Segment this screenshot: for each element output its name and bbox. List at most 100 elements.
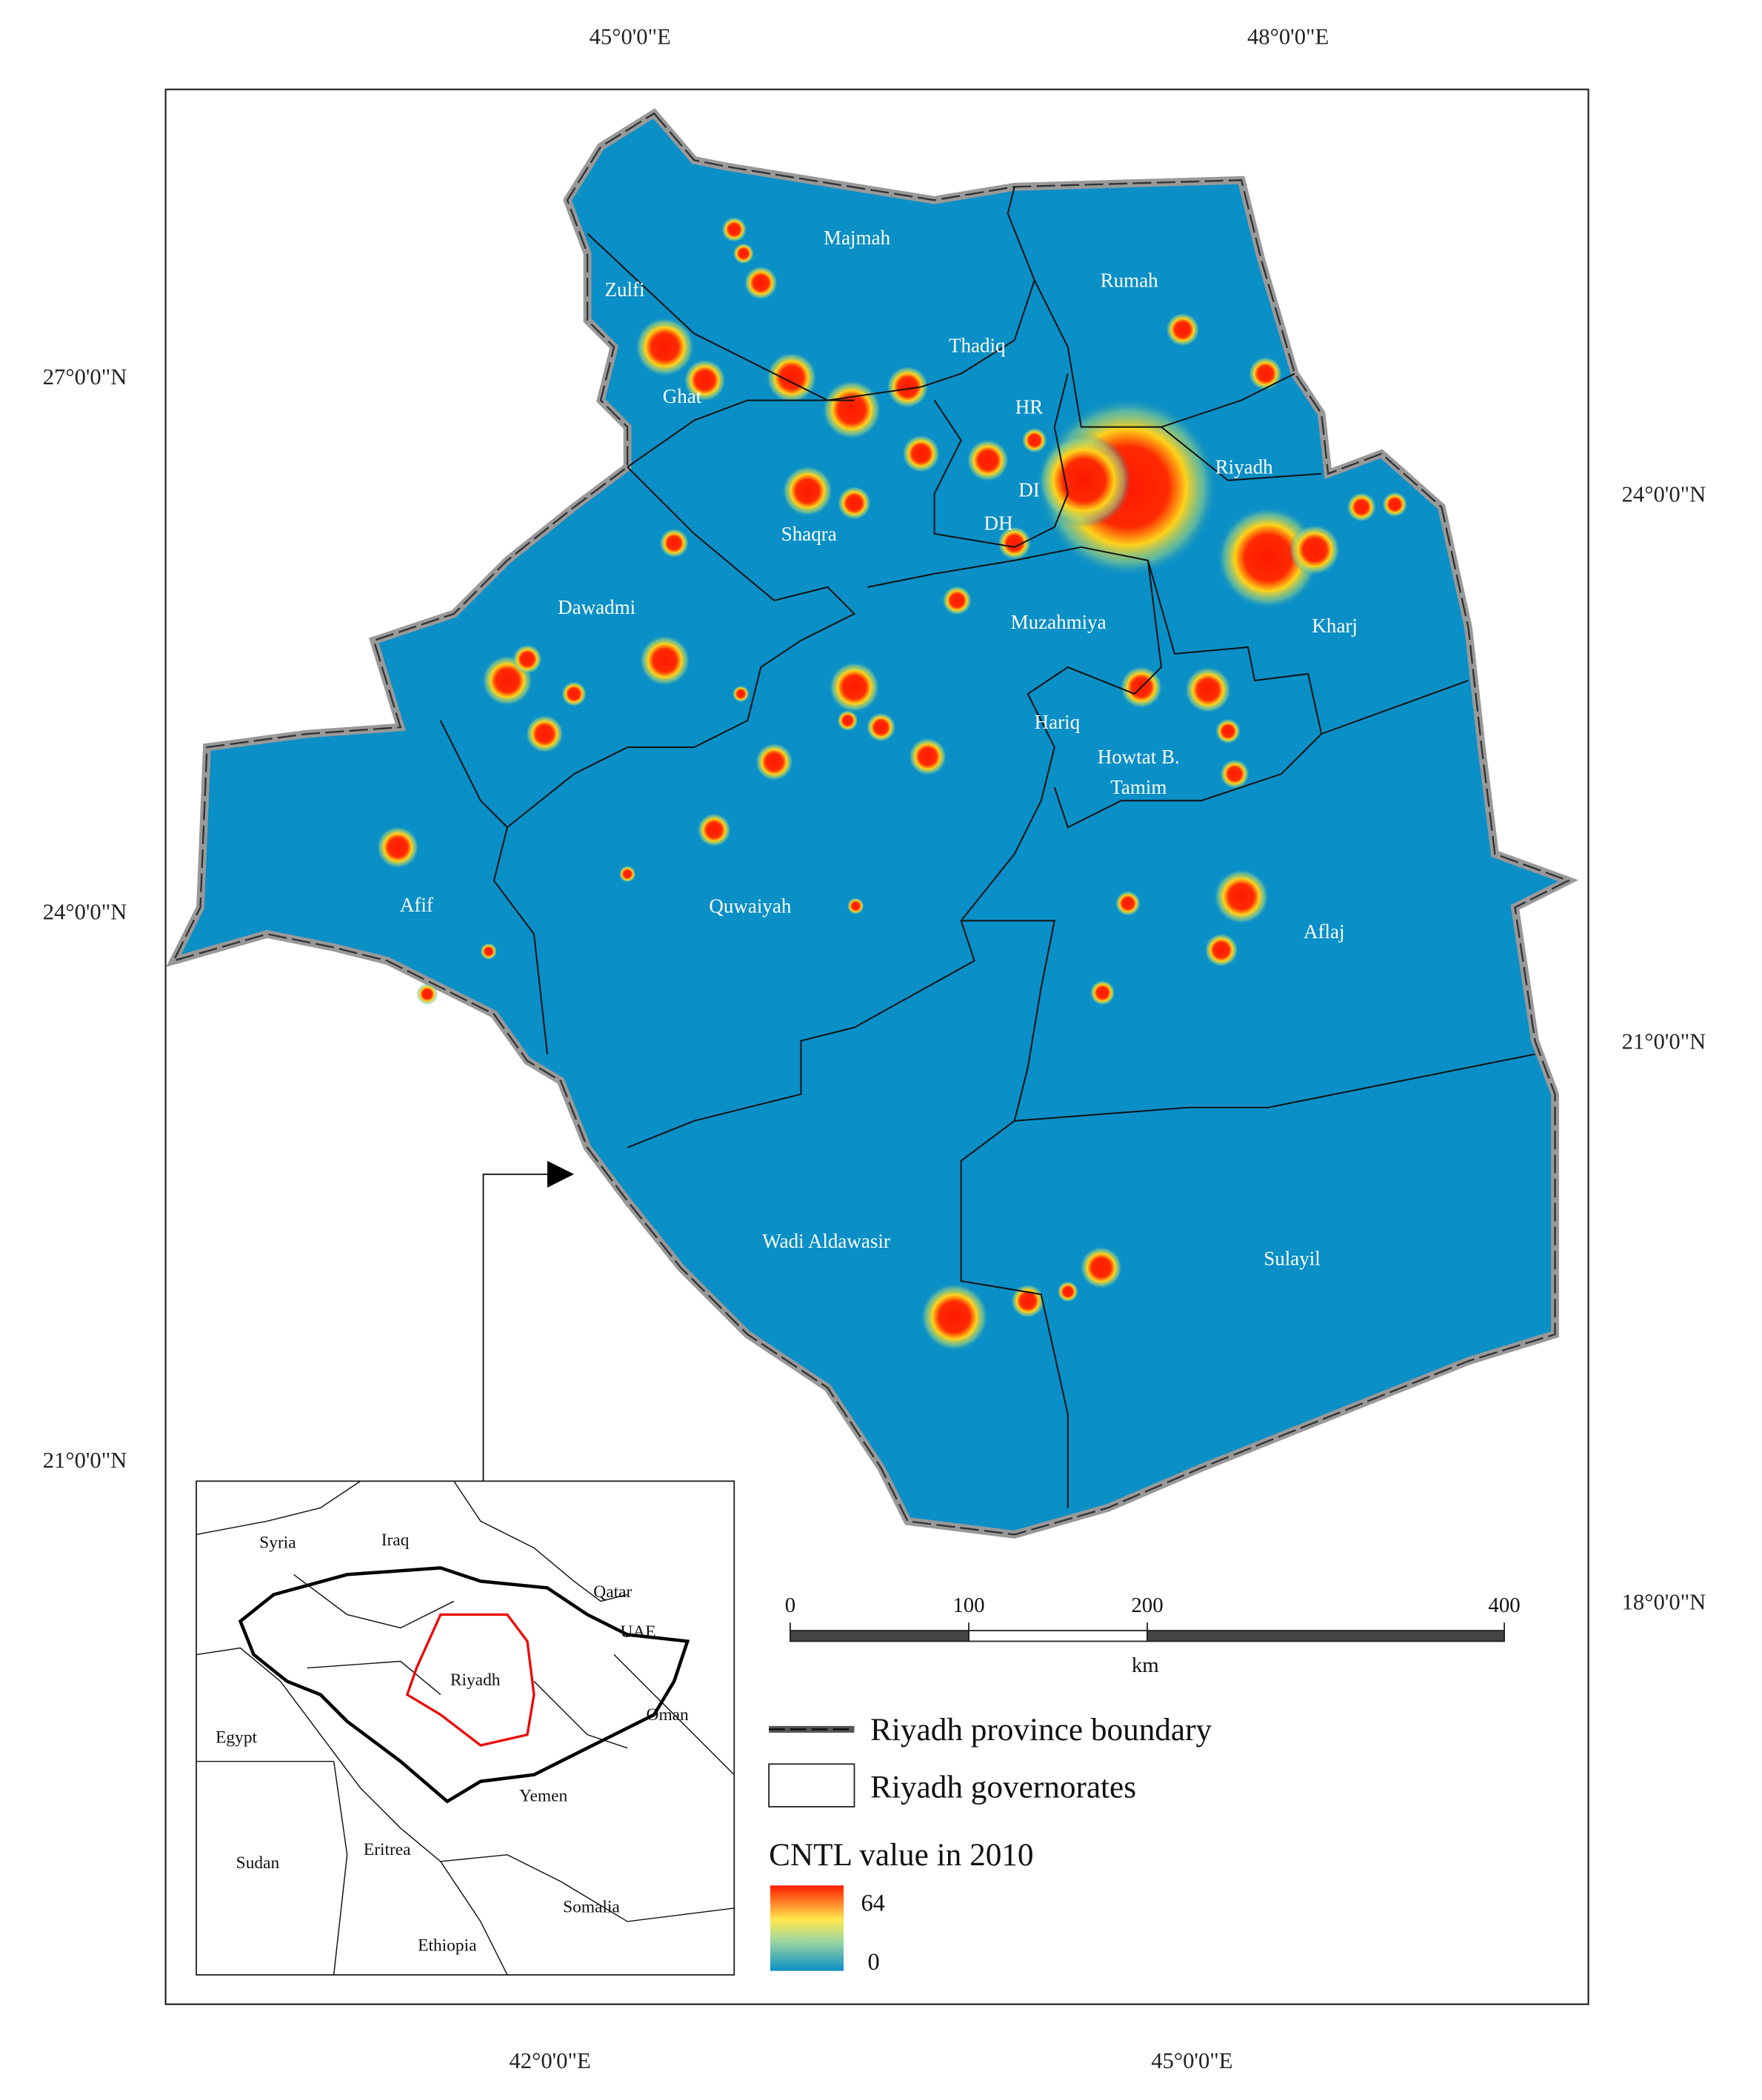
light-spot — [697, 812, 732, 847]
light-spot — [866, 712, 896, 743]
light-spot — [1204, 932, 1239, 968]
scale-tick-label: 400 — [1488, 1594, 1520, 1617]
light-spot — [901, 434, 941, 473]
governorate-label: DI — [1018, 478, 1040, 501]
inset-borders — [196, 1480, 735, 1976]
coordinate-label: 42°0'0"E — [509, 2048, 590, 2073]
governorate-label: Muzahmiya — [1011, 611, 1107, 633]
colorbar — [770, 1885, 844, 1971]
light-spot — [1036, 433, 1131, 528]
light-spot — [1381, 491, 1408, 518]
light-spot — [1089, 980, 1115, 1006]
governorate-label: Shaqra — [781, 523, 837, 545]
governorate-label: Riyadh — [1215, 456, 1274, 478]
light-spot — [618, 865, 636, 883]
light-spot — [1216, 506, 1320, 609]
coordinate-label: 27°0'0"N — [43, 364, 127, 389]
light-spot — [561, 681, 587, 707]
coordinate-label: 21°0'0"N — [1622, 1029, 1706, 1054]
light-spot — [1165, 312, 1200, 347]
governorate-label: Kharj — [1312, 615, 1358, 637]
governorate-label: Dawadmi — [558, 596, 635, 618]
inset-frame — [196, 1480, 735, 1976]
inset-label: Qatar — [593, 1582, 632, 1602]
light-spot — [376, 826, 419, 869]
coordinate-label: 24°0'0"N — [1622, 482, 1706, 507]
inset-riyadh-outline — [405, 1613, 535, 1747]
light-spot — [942, 585, 972, 616]
colorbar-title: CNTL value in 2010 — [769, 1837, 1033, 1873]
inset-label: Sudan — [236, 1853, 280, 1873]
light-spot — [1213, 869, 1269, 925]
light-spot — [1115, 890, 1141, 917]
inset-label: Iraq — [381, 1531, 410, 1550]
scale-segment — [790, 1630, 970, 1642]
light-spot — [1010, 1283, 1045, 1319]
coordinate-label: 45°0'0"E — [1151, 2048, 1232, 2073]
governorate-label: DH — [984, 512, 1013, 534]
light-spot — [997, 526, 1032, 561]
governorate-borders — [439, 187, 1535, 1508]
light-spot — [755, 743, 794, 781]
inset-label: Eritrea — [364, 1840, 411, 1859]
legend-governorates-label: Riyadh governorates — [870, 1769, 1136, 1805]
governorate-label: Aflaj — [1304, 920, 1345, 943]
colorbar-min-label: 0 — [867, 1949, 879, 1976]
light-spots — [376, 216, 1408, 1351]
inset-label: Syria — [259, 1533, 296, 1552]
light-spot — [1021, 427, 1048, 453]
light-spot — [837, 709, 858, 732]
inset-label: Somalia — [563, 1897, 620, 1916]
light-spot — [1248, 356, 1283, 391]
light-spot — [821, 379, 882, 440]
light-spot — [847, 897, 864, 915]
light-spot — [638, 635, 691, 686]
coordinate-labels: 45°0'0"E 48°0'0"E 42°0'0"E 45°0'0"E 27°0'0"N… — [43, 24, 1706, 2073]
light-spot — [525, 715, 564, 754]
governorate-label: Afif — [400, 894, 433, 916]
province-boundary — [172, 112, 1571, 1536]
light-spot — [837, 486, 872, 521]
governorate-label: Quwaiyah — [709, 895, 792, 917]
inset-saudi-outline — [238, 1566, 690, 1804]
light-spot — [416, 983, 438, 1005]
coordinate-label: 18°0'0"N — [1622, 1589, 1706, 1614]
inset-label: Egypt — [216, 1728, 257, 1747]
governorate-label: Hariq — [1035, 711, 1081, 733]
light-spot — [966, 438, 1010, 482]
colorbar-max-label: 64 — [861, 1890, 884, 1917]
light-spot — [480, 943, 498, 960]
light-spot — [635, 317, 695, 377]
light-spot — [920, 1283, 989, 1351]
scale-unit: km — [1132, 1653, 1159, 1677]
light-spot — [732, 685, 750, 703]
light-spot — [733, 242, 755, 264]
light-spot — [659, 528, 690, 558]
inset-arrow-head — [547, 1160, 575, 1188]
light-spot — [1346, 492, 1377, 522]
light-spot — [721, 216, 747, 243]
light-spot — [1080, 1246, 1123, 1289]
inset-label: Ethiopia — [418, 1936, 477, 1956]
coordinate-label: 48°0'0"E — [1247, 24, 1329, 49]
inset-label: Oman — [647, 1705, 689, 1725]
light-spot — [512, 644, 543, 675]
light-spot — [1057, 1280, 1079, 1303]
governorate-label: HR — [1015, 396, 1044, 418]
governorate-label: Majmah — [824, 227, 891, 249]
inset-label: Yemen — [519, 1787, 568, 1806]
inset-labels: Syria Iraq Qatar UAE Riyadh Egypt Oman Yemen Sud… — [216, 1531, 689, 1956]
legend-boundary-label: Riyadh province boundary — [870, 1712, 1212, 1748]
light-spot — [1215, 718, 1241, 744]
governorate-label: Ghat — [663, 385, 702, 407]
governorate-label: Howtat B. — [1098, 746, 1180, 768]
light-spot — [766, 352, 818, 404]
inset-arrow — [482, 1173, 550, 1482]
scale-segment — [968, 1630, 1148, 1642]
governorate-label: Sulayil — [1264, 1247, 1321, 1269]
governorate-label: Rumah — [1101, 269, 1159, 291]
scale-tick-label: 200 — [1131, 1594, 1163, 1617]
